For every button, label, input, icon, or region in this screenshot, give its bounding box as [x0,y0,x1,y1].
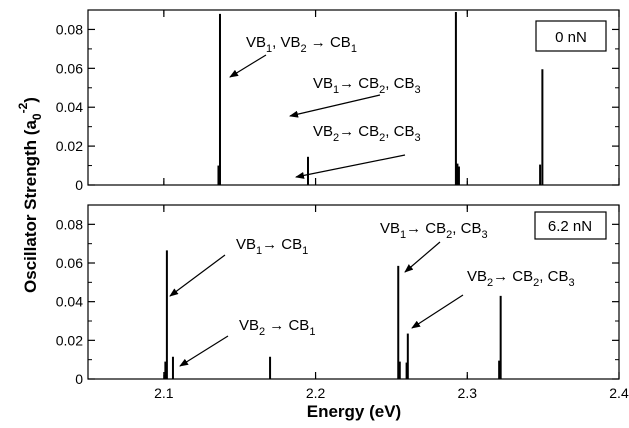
arrow-top-2 [295,154,406,179]
panel-top-frame [87,9,620,186]
y-axis-title: Oscillator Strength (a0-2) [16,97,44,293]
annotation-bottom-1: VB2 → CB1 [239,317,315,338]
x-tick-label: 2.3 [458,385,478,401]
annotation-top-1: VB1→ CB2, CB3 [313,75,421,96]
annotation-bottom-0: VB1→ CB1 [236,236,308,257]
panel-top-label-box [535,20,607,52]
x-tick-label: 2.1 [154,385,174,401]
y-tick-label-top: 0 [75,177,83,193]
y-tick-label-bottom: 0 [75,371,83,387]
arrow-bottom-3 [411,294,464,329]
panel-bottom-label: 6.2 nN [548,218,592,235]
annotation-bottom-2: VB1→ CB2, CB3 [380,220,488,241]
arrow-bottom-2 [404,241,441,273]
y-tick-label-bottom: 0.04 [56,294,83,310]
annotation-bottom-3: VB2→ CB2, CB3 [467,268,575,289]
panel-top-label: 0 nN [555,29,587,46]
panel-bottom-label-box [534,211,607,240]
arrow-bottom-0 [169,254,226,297]
y-tick-label-bottom: 0.02 [56,332,83,348]
y-tick-label-bottom: 0.06 [56,255,83,271]
arrow-top-1 [289,94,381,118]
annotation-top-2: VB2→ CB2, CB3 [313,123,421,144]
x-axis-title: Energy (eV) [307,402,401,421]
x-tick-label: 2.2 [306,385,326,401]
y-tick-label-top: 0.04 [56,99,83,115]
arrow-top-0 [229,54,267,78]
y-tick-label-top: 0.06 [56,60,83,76]
arrow-bottom-1 [179,335,229,367]
y-tick-label-top: 0.02 [56,138,83,154]
y-tick-label-bottom: 0.08 [56,216,83,232]
x-tick-label: 2.4 [609,385,629,401]
annotation-top-0: VB1, VB2 → CB1 [246,34,357,55]
panel-bottom-frame [87,204,620,380]
y-tick-label-top: 0.08 [56,21,83,37]
